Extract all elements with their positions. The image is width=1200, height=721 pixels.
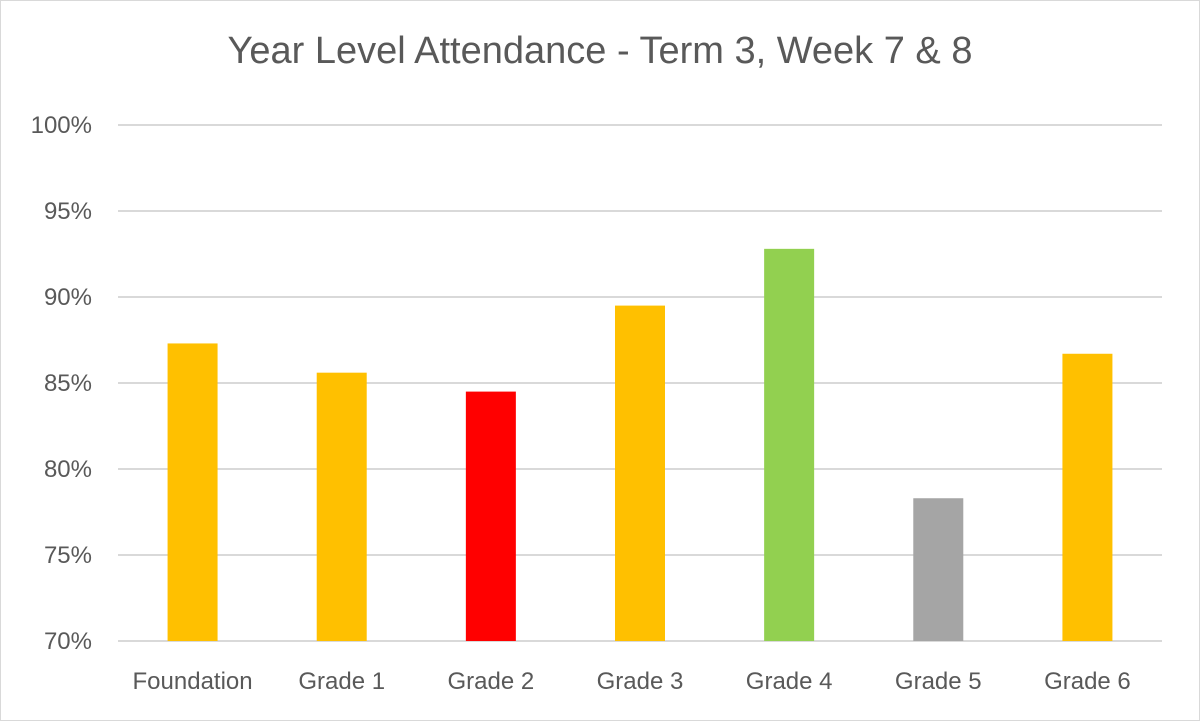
y-tick-label: 70% [44,628,92,655]
bar [615,305,665,641]
x-category-label: Grade 2 [447,668,534,695]
bar [913,498,964,641]
x-category-label: Foundation [133,668,253,695]
x-category-label: Grade 3 [597,668,684,695]
y-tick-label: 100% [31,112,92,139]
y-tick-label: 85% [44,370,92,397]
bar [1062,353,1113,641]
bar [764,248,815,641]
bar [316,372,367,641]
y-tick-label: 80% [44,456,92,483]
x-category-label: Grade 6 [1044,668,1131,695]
y-tick-label: 90% [44,284,92,311]
x-category-label: Grade 5 [895,668,982,695]
x-category-label: Grade 4 [746,668,833,695]
y-tick-label: 75% [44,542,92,569]
x-category-label: Grade 1 [298,668,385,695]
chart-title: Year Level Attendance - Term 3, Week 7 &… [227,30,973,72]
bar [465,391,516,641]
bar [167,343,218,641]
y-tick-label: 95% [44,198,92,225]
